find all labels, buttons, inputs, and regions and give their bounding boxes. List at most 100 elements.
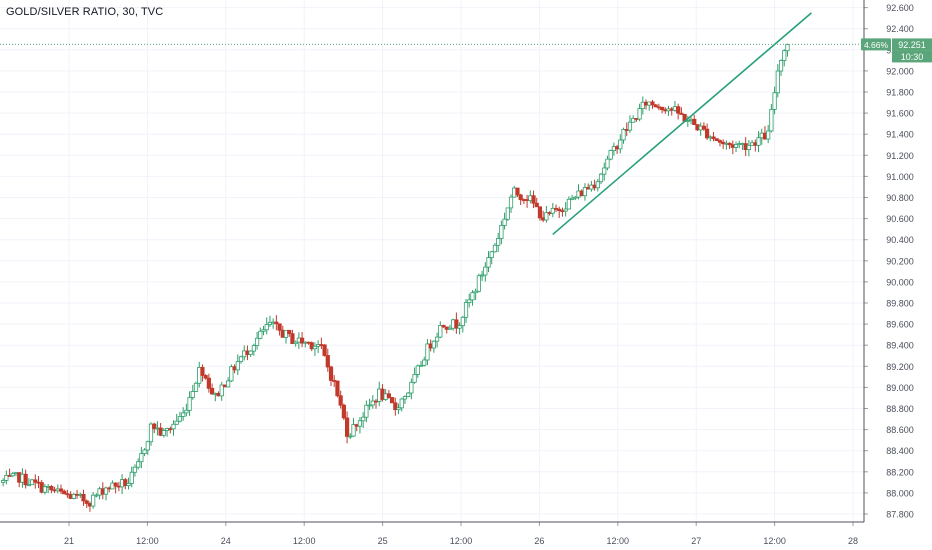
x-tick-label: 12:00	[136, 536, 159, 546]
candle-body	[348, 435, 353, 438]
candle-body	[322, 344, 327, 356]
candle-body	[190, 391, 195, 398]
candle-body	[49, 486, 54, 491]
candle-body	[393, 402, 398, 411]
candle-body	[479, 274, 485, 277]
candle-body	[26, 484, 31, 487]
y-tick-label: 91.600	[886, 109, 914, 119]
price-badge-text: 92.251	[898, 40, 926, 50]
candle-body	[431, 340, 436, 349]
candle-body	[457, 325, 462, 329]
candle-body	[274, 321, 279, 325]
candle-body	[238, 356, 244, 363]
y-tick-label: 90.800	[886, 193, 914, 203]
candle-body	[515, 187, 520, 196]
candle-body	[152, 423, 157, 430]
candle-body	[71, 493, 76, 499]
candle-body	[248, 350, 253, 355]
y-tick-label: 91.000	[886, 172, 914, 182]
candle-body	[704, 128, 710, 139]
candle-body	[653, 104, 658, 108]
candle-body	[772, 92, 777, 110]
y-tick-label: 92.400	[886, 24, 914, 34]
candle-body	[502, 218, 507, 226]
candle-body	[184, 409, 189, 414]
candle-body	[496, 238, 501, 246]
candle-body	[389, 397, 395, 404]
y-tick-label: 91.800	[886, 88, 914, 98]
y-tick-label: 88.800	[886, 404, 914, 414]
y-tick-label: 91.200	[886, 151, 914, 161]
candle-body	[293, 341, 298, 345]
x-tick-label: 21	[64, 536, 74, 546]
candle-body	[209, 387, 215, 395]
y-tick-label: 90.000	[886, 277, 914, 287]
candle-body	[338, 395, 343, 406]
candle-body	[299, 337, 305, 344]
x-tick-label: 26	[534, 536, 544, 546]
y-tick-label: 88.400	[886, 446, 914, 456]
candle-body	[206, 377, 211, 389]
candle-body	[351, 424, 356, 437]
candle-body	[62, 490, 67, 495]
candle-body	[454, 319, 459, 329]
candle-body	[692, 118, 697, 125]
candle-body	[91, 494, 96, 507]
candle-body	[714, 138, 719, 142]
price-axis[interactable]: 87.800 88.000 88.200 88.400 88.600 88.800 89.0…	[863, 0, 914, 522]
candle-body	[103, 487, 109, 495]
candle-body	[422, 359, 427, 366]
candle-body	[139, 453, 144, 463]
candle-body	[782, 50, 787, 61]
candle-body	[778, 60, 784, 72]
candle-body	[229, 366, 234, 382]
candle-body	[364, 404, 369, 418]
y-tick-label: 89.400	[886, 341, 914, 351]
candle-body	[563, 208, 568, 212]
candle-body	[573, 196, 578, 199]
candle-body	[357, 420, 363, 427]
time-axis[interactable]: 21 12:00 24 12:00 25 12:00 26 12:00 27 12:00 28	[0, 521, 864, 546]
candle-body	[676, 106, 681, 114]
candle-body	[531, 195, 536, 204]
candle-body	[637, 108, 642, 120]
trend-line-segment[interactable]	[552, 12, 812, 236]
candle-body	[126, 483, 131, 487]
y-tick-label: 88.600	[886, 425, 914, 435]
candle-body	[631, 118, 636, 123]
y-tick-label: 89.800	[886, 299, 914, 309]
candle-body	[434, 336, 440, 342]
candle-body	[370, 400, 375, 406]
trend-line[interactable]	[552, 12, 812, 236]
x-tick-label: 27	[691, 536, 701, 546]
y-tick-label: 90.600	[886, 214, 914, 224]
candle-body	[470, 292, 475, 301]
x-tick-label: 28	[848, 536, 858, 546]
candle-body	[200, 367, 205, 376]
candle-body	[261, 329, 266, 332]
candle-body	[42, 486, 48, 493]
candle-body	[142, 449, 147, 455]
candle-body	[312, 345, 318, 350]
candle-body	[264, 324, 269, 331]
candle-body	[254, 337, 260, 347]
candle-body	[396, 407, 401, 411]
change-badge-text: 4.66%	[864, 40, 889, 50]
candle-body	[534, 202, 539, 208]
candle-body	[775, 70, 780, 94]
candle-body	[441, 325, 446, 328]
candle-body	[335, 380, 340, 397]
candle-body	[386, 393, 391, 398]
countdown-badge-text: 10:30	[901, 52, 924, 62]
candle-body	[235, 361, 240, 371]
candle-body	[325, 355, 330, 368]
x-tick-label: 12:00	[293, 536, 316, 546]
candle-body	[447, 327, 453, 330]
y-tick-label: 87.800	[886, 510, 914, 520]
candle-body	[766, 130, 771, 140]
candle-body	[608, 150, 613, 160]
candle-body	[94, 494, 99, 497]
y-tick-label: 92.600	[886, 3, 914, 13]
candle-body	[177, 416, 183, 422]
